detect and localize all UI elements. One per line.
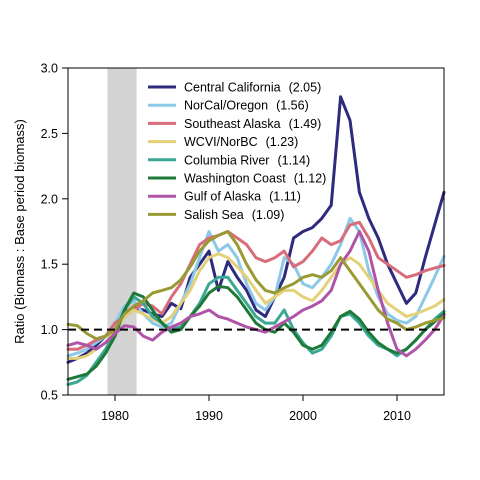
x-tick-label: 2010 xyxy=(383,409,411,423)
y-tick-label: 2.0 xyxy=(41,192,58,206)
series-line-3 xyxy=(66,252,446,360)
legend-series-name: Salish Sea xyxy=(184,208,244,222)
legend-label-0: Central California (2.05) xyxy=(184,81,321,95)
y-tick-label: 0.5 xyxy=(41,389,58,403)
legend-series-name: Gulf of Alaska xyxy=(184,190,261,204)
series-line-5 xyxy=(66,284,446,381)
x-tick-label: 2000 xyxy=(289,409,317,423)
legend-series-value: (1.12) xyxy=(294,172,327,186)
x-tick-label: 1980 xyxy=(101,409,129,423)
legend-series-value: (1.11) xyxy=(269,190,301,204)
legend-label-5: Washington Coast (1.12) xyxy=(184,172,326,186)
legend-series-name: Southeast Alaska xyxy=(184,117,281,131)
legend-series-value: (2.05) xyxy=(289,81,322,95)
x-tick-label: 1990 xyxy=(195,409,223,423)
legend-series-name: NorCal/Oregon xyxy=(184,99,268,113)
legend-label-4: Columbia River (1.14) xyxy=(184,153,310,167)
legend-label-3: WCVI/NorBC (1.23) xyxy=(184,135,298,149)
base-period-layer xyxy=(107,68,137,395)
y-axis: 0.5 1.0 1.5 2.0 2.5 3.0 xyxy=(41,62,68,403)
legend-label-1: NorCal/Oregon (1.56) xyxy=(184,99,309,113)
legend-label-6: Gulf of Alaska (1.11) xyxy=(184,190,301,204)
base-period-shading xyxy=(107,68,137,395)
legend-series-value: (1.23) xyxy=(266,135,299,149)
legend-series-value: (1.56) xyxy=(276,99,309,113)
legend-series-name: Columbia River xyxy=(184,153,269,167)
legend-label-7: Salish Sea (1.09) xyxy=(184,208,284,222)
legend-series-value: (1.09) xyxy=(252,208,285,222)
legend-label-2: Southeast Alaska (1.49) xyxy=(184,117,321,131)
series-layer xyxy=(66,95,446,386)
plot-frame xyxy=(67,67,445,396)
legend-series-value: (1.14) xyxy=(277,153,310,167)
y-tick-label: 1.5 xyxy=(41,258,58,272)
y-tick-label: 3.0 xyxy=(41,62,58,76)
legend-series-name: Washington Coast xyxy=(184,172,286,186)
y-tick-label: 2.5 xyxy=(41,127,58,141)
series-line-7 xyxy=(66,230,446,341)
y-axis-title: Ratio (Biomass : Base period biomass) xyxy=(12,119,27,344)
legend-series-name: WCVI/NorBC xyxy=(184,135,258,149)
legend: Central California (2.05) NorCal/Oregon (1.… xyxy=(148,81,326,222)
legend-series-value: (1.49) xyxy=(289,117,322,131)
x-axis: 1980 1990 2000 2010 xyxy=(101,395,411,423)
legend-series-name: Central California xyxy=(184,81,281,95)
y-tick-label: 1.0 xyxy=(41,323,58,337)
